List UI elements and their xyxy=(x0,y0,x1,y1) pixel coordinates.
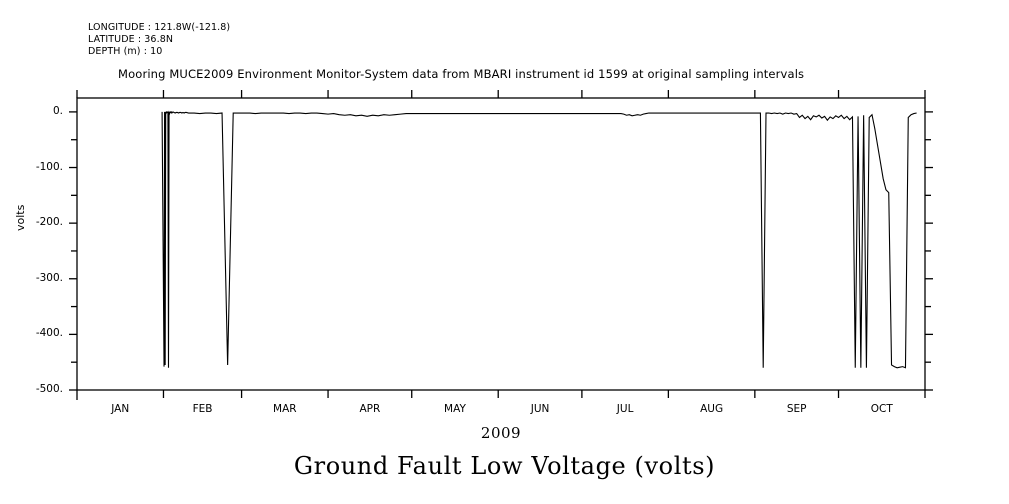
series-line-ground-fault-low-voltage xyxy=(161,110,917,369)
data-series-group xyxy=(161,110,917,369)
latitude-line: LATITUDE : 36.8N xyxy=(88,34,174,46)
chart-title: Ground Fault Low Voltage (volts) xyxy=(293,452,716,480)
frame-border xyxy=(76,97,926,391)
y-tick-label: -100. xyxy=(35,160,63,173)
x-tick-label: JUL xyxy=(616,403,634,415)
x-tick-label: AUG xyxy=(700,403,724,415)
x-tick-label: APR xyxy=(359,403,381,415)
plot-frame xyxy=(76,97,926,391)
y-tick-label: -300. xyxy=(35,271,63,284)
y-tick-label: -200. xyxy=(35,216,63,229)
y-tick-label: 0. xyxy=(52,104,63,117)
x-tick-label: MAR xyxy=(273,403,297,415)
x-tick-label: JAN xyxy=(111,403,130,415)
y-tick-label: -500. xyxy=(35,383,63,395)
x-tick-label: JUN xyxy=(530,403,550,415)
x-tick-label: SEP xyxy=(786,403,807,415)
depth-line: DEPTH (m) : 10 xyxy=(88,46,163,58)
y-tick-label: -400. xyxy=(35,327,63,340)
chart-subtitle: Mooring MUCE2009 Environment Monitor-Sys… xyxy=(118,67,805,81)
station-metadata: LONGITUDE : 121.8W(-121.8) LATITUDE : 36… xyxy=(88,22,230,59)
x-axis-title: 2009 xyxy=(480,424,522,442)
x-tick-label: FEB xyxy=(192,403,213,415)
longitude-line: LONGITUDE : 121.8W(-121.8) xyxy=(88,22,231,33)
x-tick-label: OCT xyxy=(870,403,893,415)
axis-ticks xyxy=(69,90,933,400)
x-tick-label: MAY xyxy=(444,403,466,415)
